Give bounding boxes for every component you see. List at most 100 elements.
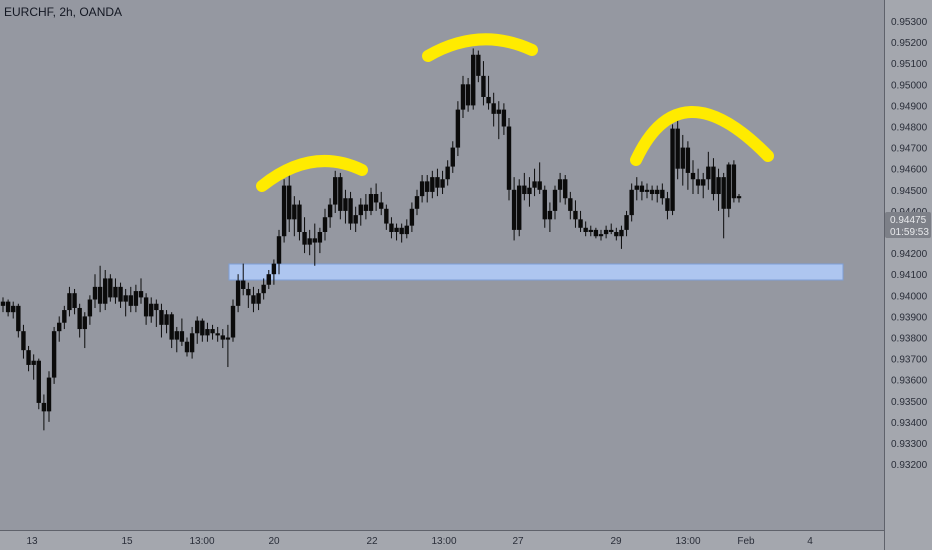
candle-body [103, 278, 108, 304]
candle-body [409, 208, 415, 226]
candle [189, 326, 195, 359]
candle [241, 263, 246, 296]
candle-body [609, 229, 614, 232]
candle [598, 229, 604, 241]
candle-body [174, 331, 179, 340]
candle-body [404, 225, 409, 235]
candle-body [11, 305, 16, 313]
candle [614, 227, 619, 241]
candle [537, 162, 542, 195]
candle [164, 310, 169, 334]
candle [619, 225, 624, 249]
candle-body [476, 54, 481, 76]
candle-body [557, 179, 563, 190]
candle-body [465, 84, 471, 106]
price-tick-label: 0.94800 [891, 123, 928, 134]
candle-body [343, 198, 348, 211]
candle [220, 329, 225, 349]
candle [266, 269, 271, 289]
candle [404, 219, 409, 239]
head-arc[interactable] [422, 33, 538, 62]
candle [373, 183, 379, 211]
right-shoulder-arc[interactable] [630, 106, 774, 166]
candle [118, 282, 123, 308]
time-tick-label: 4 [807, 536, 813, 547]
candle [138, 278, 144, 304]
candle [675, 115, 680, 180]
candle-body [695, 179, 701, 186]
candle-body [670, 128, 675, 211]
left-shoulder-arc[interactable] [256, 155, 368, 192]
support-zone[interactable] [228, 263, 844, 281]
candle [644, 183, 650, 199]
candle-body [726, 164, 731, 209]
price-tick-label: 0.93500 [891, 397, 928, 408]
candle [593, 227, 599, 239]
candle-body [281, 185, 287, 237]
candle [297, 200, 302, 241]
candle-body [445, 166, 450, 180]
candle-body [629, 189, 634, 216]
candle [639, 181, 645, 201]
price-axis[interactable] [884, 0, 932, 550]
candle-body [690, 172, 696, 180]
candle [711, 158, 716, 201]
candle-body [302, 232, 307, 245]
candle-body [573, 210, 578, 220]
candle-body [220, 335, 225, 340]
price-tick-label: 0.94000 [891, 291, 928, 302]
candle-body [593, 229, 599, 237]
candle-body [568, 198, 573, 211]
candle-body [583, 227, 588, 232]
candle-body [5, 301, 11, 313]
candle-body [506, 126, 512, 190]
candle-body [552, 189, 558, 211]
candle-body [287, 185, 292, 220]
time-axis[interactable] [0, 530, 884, 550]
candle [501, 103, 507, 135]
candle-body [353, 215, 358, 224]
candle [235, 274, 241, 313]
last-price-label [885, 212, 931, 238]
candle-body [399, 227, 404, 235]
candle [409, 202, 415, 232]
candle [450, 141, 455, 173]
candle-body [41, 402, 47, 412]
candle-body [680, 147, 685, 169]
candle [496, 101, 501, 140]
candle [343, 189, 348, 224]
candle-body [639, 185, 645, 192]
candle-body [271, 263, 277, 275]
candle [419, 175, 425, 203]
time-tick-label: 13 [26, 536, 38, 547]
time-tick-label: 22 [366, 536, 378, 547]
candle [51, 326, 57, 384]
candle [225, 324, 231, 368]
price-tick-label: 0.94600 [891, 165, 928, 176]
candle-body [333, 177, 338, 205]
candle [174, 326, 179, 353]
candle-body [358, 204, 363, 216]
candle [491, 92, 496, 127]
time-tick-label: Feb [737, 536, 755, 547]
candle [353, 206, 358, 232]
candle-body [256, 293, 261, 304]
candle-body [455, 109, 461, 148]
candle-body [721, 177, 726, 209]
candle [210, 324, 215, 340]
price-tick-label: 0.95200 [891, 38, 928, 49]
candle [460, 75, 466, 119]
candle-body [246, 288, 251, 296]
candle [379, 191, 384, 216]
candle [205, 322, 210, 342]
candle-body [649, 189, 655, 195]
candle [82, 312, 87, 349]
candle-body [113, 286, 118, 298]
candle-body [419, 181, 425, 197]
candle-body [348, 198, 353, 224]
candle [46, 371, 52, 422]
candle-body [77, 307, 82, 330]
candle-body [195, 320, 200, 334]
